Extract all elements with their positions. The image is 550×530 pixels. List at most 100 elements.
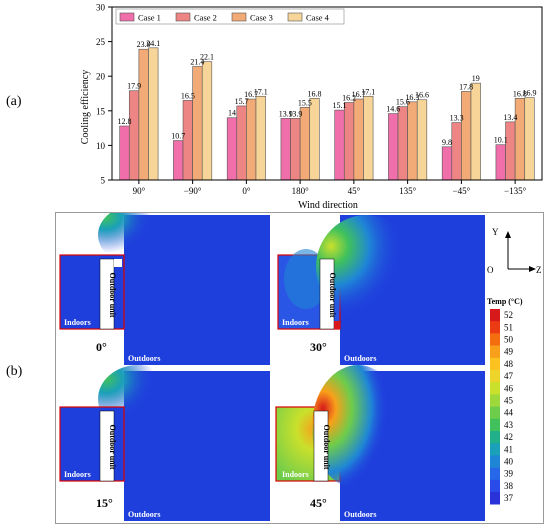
cfd-panel-30-outdoors-label: Outdoors — [344, 354, 376, 363]
cfd-panel-15-indoors-label: Indoors — [64, 470, 91, 479]
cfd-temperature-panel: Outdoor unit Indoors Outdoors 0° Outdoor… — [55, 205, 544, 524]
bar-case-3 — [514, 98, 526, 181]
colorbar-swatch — [490, 382, 500, 395]
colorbar-swatch — [490, 394, 500, 407]
cfd-panel-0: Outdoor unit Indoors Outdoors 0° — [59, 205, 270, 365]
bar-case-3 — [246, 98, 257, 181]
bar-case-1 — [226, 117, 238, 181]
colorbar-swatch — [490, 467, 500, 481]
bar-case-3 — [138, 48, 149, 181]
bar-value-label: 15.1 — [332, 101, 346, 110]
bar-value-label: 15.7 — [235, 97, 249, 106]
colorbar-tick-label: 46 — [504, 383, 514, 393]
cfd-panel-0-unit-label: Outdoor unit — [108, 273, 117, 318]
bar-value-label: 16.9 — [523, 89, 537, 98]
bar-case-4 — [201, 61, 213, 181]
y-tick-label: 25 — [96, 37, 106, 47]
colorbar-tick-label: 45 — [504, 396, 514, 406]
bar-case-1 — [334, 109, 345, 181]
colorbar-tick-label: 48 — [504, 359, 514, 369]
bar-value-label: 16.8 — [308, 89, 322, 98]
bar-case-2 — [451, 122, 462, 181]
x-tick-label: 180° — [292, 186, 310, 196]
legend-label: Case 1 — [138, 13, 161, 23]
panel-b-label: (b) — [6, 364, 23, 379]
bar-value-label: 17.1 — [254, 87, 268, 96]
bar-value-label: 16.8 — [513, 89, 527, 98]
bar-value-label: 13.9 — [288, 109, 302, 118]
plot-frame — [111, 6, 543, 181]
bar-case-1 — [388, 113, 399, 181]
legend-label: Case 2 — [194, 13, 217, 23]
colorbar-swatch — [490, 455, 500, 468]
x-axis-label: Wind direction — [298, 200, 358, 210]
y-tick-label: 20 — [96, 72, 106, 82]
bar-case-1 — [173, 140, 184, 181]
cooling-efficiency-bar-chart: 12.817.923.924.110.716.521.422.11415.716… — [80, 3, 543, 210]
bar-value-label: 10.1 — [494, 136, 508, 145]
colorbar-swatch — [490, 321, 500, 334]
bar-value-label: 19 — [472, 74, 480, 83]
bar-case-2 — [343, 102, 355, 181]
bar-case-1 — [495, 144, 506, 181]
bar-case-2 — [128, 90, 140, 181]
cfd-panel-45-indoors-label: Indoors — [282, 470, 309, 479]
cfd-panel-45: Outdoor unit Indoors Outdoors 45° — [275, 365, 485, 521]
x-tick-label: −90° — [184, 186, 202, 196]
cfd-panel-30-indoors-label: Indoors — [282, 318, 309, 327]
bar-case-1 — [119, 125, 130, 181]
bar-value-label: 12.8 — [117, 117, 131, 126]
bar-case-4 — [309, 98, 320, 181]
cfd-contours: Outdoor unit Indoors Outdoors 0° Outdoor… — [59, 205, 542, 521]
bar-case-3 — [353, 98, 364, 181]
colorbar-swatch — [490, 345, 500, 359]
bar-value-label: 22.1 — [200, 53, 214, 62]
colorbar-swatch — [490, 370, 500, 383]
bar-value-label: 17.9 — [127, 82, 141, 91]
cfd-panel-45-angle: 45° — [310, 496, 327, 510]
bar-value-label: 16.6 — [415, 91, 429, 100]
colorbar-swatch — [490, 443, 500, 456]
bar-value-label: 14.6 — [386, 105, 400, 114]
bar-value-label: 24.1 — [146, 39, 160, 48]
legend-swatch — [119, 12, 135, 22]
y-tick-label: 30 — [96, 3, 106, 13]
colorbar-swatch — [490, 357, 500, 371]
bar-case-4 — [363, 95, 374, 181]
x-tick-label: 135° — [399, 186, 417, 196]
legend-box — [115, 8, 345, 25]
cfd-panel-15-unit-label: Outdoor unit — [108, 425, 117, 470]
bar-value-label: 13.4 — [503, 113, 517, 122]
colorbar-swatch — [490, 418, 500, 432]
colorbar-tick-label: 39 — [504, 469, 514, 479]
axes-indicator: Y O Z — [487, 227, 542, 275]
bar-value-label: 23.9 — [137, 40, 151, 49]
bar-case-3 — [407, 101, 418, 181]
x-tick-label: 90° — [133, 186, 146, 196]
y-tick-label: 5 — [101, 176, 106, 186]
bar-value-label: 16.7 — [244, 90, 258, 99]
x-tick-label: −45° — [453, 186, 471, 196]
cfd-panel-45-outdoors-label: Outdoors — [344, 510, 376, 519]
bar-case-2 — [236, 105, 247, 181]
colorbar-tick-label: 43 — [504, 420, 514, 430]
colorbar-swatch — [490, 431, 500, 444]
colorbar-swatch — [490, 479, 500, 493]
bar-value-label: 16.2 — [342, 93, 356, 102]
axis-z-label: Z — [536, 265, 542, 275]
colorbar-tick-label: 37 — [504, 493, 514, 503]
bar-value-label: 13.9 — [279, 109, 293, 118]
cfd-panel-30-angle: 30° — [310, 340, 327, 354]
bar-value-label: 16.7 — [352, 90, 366, 99]
cfd-panel-30-unit-label: Outdoor unit — [328, 273, 337, 318]
bar-value-label: 21.4 — [190, 58, 204, 67]
bar-case-4 — [148, 47, 159, 181]
colorbar-tick-label: 44 — [504, 408, 514, 418]
bar-case-2 — [290, 118, 301, 181]
cfd-panel-15-outdoors-label: Outdoors — [128, 510, 160, 519]
colorbar-tick-label: 50 — [504, 335, 514, 345]
y-tick-label: 15 — [96, 106, 106, 116]
legend-swatch — [175, 12, 191, 22]
x-tick-label: 45° — [348, 186, 361, 196]
legend-swatch — [231, 12, 247, 22]
